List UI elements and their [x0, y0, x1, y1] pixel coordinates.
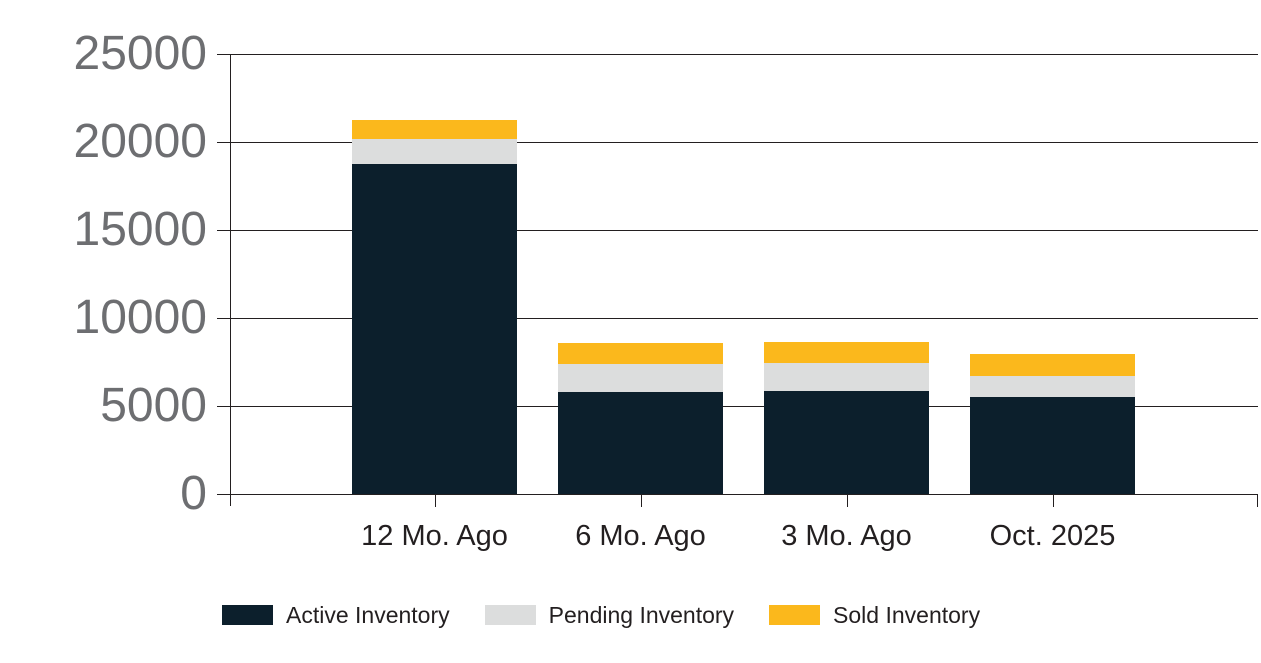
gridline-y-5000: [217, 406, 1258, 407]
plot-area: [217, 54, 1258, 507]
segment-active-inventory-12-mo-ago: [352, 164, 517, 494]
y-axis-label-20000: 20000: [73, 115, 207, 168]
y-axis-label-15000: 15000: [73, 203, 207, 256]
legend-swatch-pending-inventory: [484, 605, 536, 625]
y-axis-label-25000: 25000: [73, 27, 207, 80]
y-axis-line: [230, 54, 231, 506]
gridline-y-20000: [217, 142, 1258, 143]
bar-6-mo-ago: [558, 54, 723, 494]
x-axis-label-oct-2025: Oct. 2025: [989, 520, 1116, 552]
y-axis-label-10000: 10000: [73, 291, 207, 344]
legend-swatch-sold-inventory: [769, 605, 821, 625]
bar-12-mo-ago: [352, 54, 517, 494]
segment-active-inventory-3-mo-ago: [764, 390, 929, 494]
segment-active-inventory-6-mo-ago: [558, 391, 723, 494]
y-axis-label-5000: 5000: [100, 379, 207, 432]
segment-active-inventory-oct-2025: [970, 396, 1135, 494]
gridline-y-0: [217, 494, 1258, 495]
x-axis-end-tick: [1257, 495, 1258, 507]
legend-label-active-inventory: Active Inventory: [286, 602, 450, 628]
bar-oct-2025: [970, 54, 1135, 494]
segment-pending-inventory-oct-2025: [970, 375, 1135, 397]
x-axis-label-6-mo-ago: 6 Mo. Ago: [575, 520, 706, 552]
segment-sold-inventory-6-mo-ago: [558, 343, 723, 365]
legend-item-active-inventory: Active Inventory: [222, 601, 450, 629]
x-axis-label-3-mo-ago: 3 Mo. Ago: [781, 520, 912, 552]
gridline-y-10000: [217, 318, 1258, 319]
segment-sold-inventory-12-mo-ago: [352, 120, 517, 140]
x-axis-label-12-mo-ago: 12 Mo. Ago: [361, 520, 508, 552]
segment-pending-inventory-3-mo-ago: [764, 363, 929, 391]
segment-sold-inventory-oct-2025: [970, 353, 1135, 376]
bar-3-mo-ago: [764, 54, 929, 494]
legend-label-pending-inventory: Pending Inventory: [548, 602, 735, 628]
legend-item-pending-inventory: Pending Inventory: [484, 601, 735, 629]
y-axis-label-0: 0: [180, 467, 207, 520]
segment-sold-inventory-3-mo-ago: [764, 341, 929, 364]
legend-item-sold-inventory: Sold Inventory: [769, 601, 980, 629]
segment-pending-inventory-12-mo-ago: [352, 139, 517, 164]
legend-label-sold-inventory: Sold Inventory: [833, 602, 981, 628]
x-axis-tick-3-mo-ago: [846, 495, 848, 507]
legend: Active Inventory Pending Inventory Sold …: [222, 601, 980, 629]
legend-swatch-active-inventory: [222, 605, 273, 625]
x-axis-tick-6-mo-ago: [640, 495, 642, 507]
segment-pending-inventory-6-mo-ago: [558, 364, 723, 392]
gridline-y-15000: [217, 230, 1258, 231]
x-axis-tick-12-mo-ago: [434, 495, 436, 507]
x-axis-tick-oct-2025: [1052, 495, 1054, 507]
gridline-y-25000: [217, 54, 1258, 55]
